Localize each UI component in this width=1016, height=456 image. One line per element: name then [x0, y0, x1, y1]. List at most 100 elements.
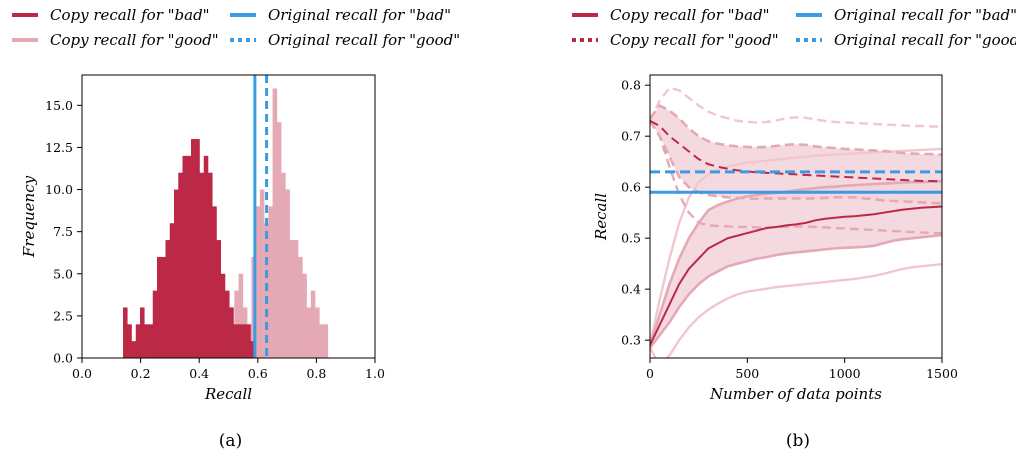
x-tick-label-b-2: 1000	[829, 366, 861, 381]
line-chart-frame	[649, 74, 943, 359]
y-axis-label-a: Frequency	[20, 175, 38, 258]
good-bar-15	[298, 256, 303, 358]
legend-label-a-3: Original recall for "good"	[268, 31, 460, 49]
good-bar-5	[255, 206, 261, 358]
y-tick-label-a-2: 5.0	[53, 266, 73, 281]
bad-bar-27	[237, 324, 243, 358]
bad-bar-8	[157, 256, 162, 358]
x-tick-label-a-0: 0.0	[72, 366, 92, 381]
legend-label-a-1: Copy recall for "good"	[50, 31, 219, 49]
bad-bar-5	[144, 324, 149, 358]
good-bar-19	[315, 307, 320, 358]
good-bar-13	[289, 240, 295, 358]
y-axis-label-b: Recall	[592, 193, 610, 241]
good-bar-14	[293, 240, 299, 358]
x-tick-label-a-5: 1.0	[365, 366, 385, 381]
bad-bar-20	[207, 172, 213, 358]
y-tick-label-b-3: 0.6	[621, 180, 641, 195]
x-tick-label-b-3: 1500	[926, 366, 958, 381]
bad-bar-0	[123, 307, 128, 358]
bad-bar-9	[161, 256, 166, 358]
bad-bar-2	[131, 341, 137, 358]
bad-bar-14	[182, 155, 188, 358]
series-line-band_upper-0	[650, 179, 942, 346]
y-tick-label-b-1: 0.4	[621, 282, 641, 297]
good-bar-8	[268, 206, 273, 358]
series-line-band_lower-0	[650, 233, 942, 349]
bad-bar-15	[186, 155, 192, 358]
x-tick-label-a-4: 0.8	[306, 366, 326, 381]
good-bar-6	[259, 189, 265, 358]
histogram-frame	[81, 74, 376, 359]
y-tick-label-a-3: 7.5	[53, 224, 73, 239]
x-tick-label-a-1: 0.2	[131, 366, 151, 381]
bad-bar-6	[148, 324, 154, 358]
line-chart-panel: 0 500 1000 1500 0.3 0.4 0.5 0.6 0.7 0.8 Number of …	[572, 6, 1016, 451]
bad-bar-28	[241, 324, 247, 358]
series-line-mean-1	[650, 120, 942, 183]
legend-label-a-0: Copy recall for "bad"	[50, 6, 210, 24]
x-axis-label-a: Recall	[204, 385, 252, 403]
bad-bar-7	[152, 290, 158, 358]
bad-bar-21	[212, 206, 217, 358]
x-tick-label-b-1: 500	[735, 366, 759, 381]
series-line-faint_dashed-0	[650, 86, 942, 128]
good-bar-12	[285, 189, 290, 358]
x-tick-label-b-0: 0	[646, 366, 654, 381]
bad-bar-12	[174, 189, 179, 358]
bad-bar-25	[229, 307, 234, 358]
bad-bar-16	[190, 139, 196, 358]
good-bar-9	[272, 88, 278, 358]
series-line-mean-0	[650, 205, 942, 346]
y-tick-label-b-5: 0.8	[621, 78, 641, 93]
bad-bar-1	[127, 324, 132, 358]
bad-bar-26	[233, 324, 239, 358]
series-line-faint-0	[650, 147, 942, 346]
good-bar-20	[319, 324, 324, 358]
bad-bar-11	[169, 223, 175, 358]
good-bar-17	[306, 307, 312, 358]
good-bar-21	[323, 324, 329, 358]
y-tick-label-a-4: 10.0	[45, 182, 73, 197]
legend-label-a-2: Original recall for "bad"	[268, 6, 451, 24]
y-tick-label-b-4: 0.7	[621, 129, 641, 144]
bad-bar-19	[203, 155, 209, 358]
bad-bar-24	[224, 290, 230, 358]
bad-bar-4	[140, 307, 145, 358]
bad-bar-13	[178, 172, 183, 358]
x-axis-label-b: Number of data points	[709, 385, 882, 403]
good-bar-10	[276, 122, 282, 359]
x-tick-label-a-3: 0.6	[248, 366, 268, 381]
bad-bar-17	[195, 139, 200, 358]
legend-label-b-0: Copy recall for "bad"	[610, 6, 770, 24]
panel-label-a: (a)	[219, 431, 242, 451]
y-tick-label-b-2: 0.5	[621, 231, 641, 246]
y-tick-label-a-5: 12.5	[45, 140, 73, 155]
histogram-panel: 0.0 0.2 0.4 0.6 0.8 1.0 0.0 2.5 5.0 7.5 10.0 12.5 15…	[12, 6, 460, 451]
good-bar-18	[310, 290, 316, 358]
y-tick-label-b-0: 0.3	[621, 333, 641, 348]
bad-bar-22	[216, 240, 222, 358]
bad-bar-3	[135, 324, 141, 358]
legend-label-b-2: Original recall for "bad"	[834, 6, 1016, 24]
legend-label-b-1: Copy recall for "good"	[610, 31, 779, 49]
good-bar-1	[238, 273, 244, 358]
y-tick-label-a-1: 2.5	[53, 308, 73, 323]
good-bar-11	[281, 172, 286, 358]
bad-bar-29	[246, 324, 251, 358]
good-confidence-band	[650, 105, 942, 204]
panel-label-b: (b)	[786, 431, 810, 451]
plot-area	[650, 86, 942, 358]
bad-bar-30	[250, 341, 256, 358]
bad-bar-18	[199, 172, 205, 358]
y-tick-label-a-6: 15.0	[45, 98, 73, 113]
legend-label-b-3: Original recall for "good"	[834, 31, 1016, 49]
bad-bar-23	[220, 273, 226, 358]
y-tick-label-a-0: 0.0	[53, 351, 73, 366]
x-tick-label-a-2: 0.4	[189, 366, 209, 381]
series-line-faint-1	[650, 262, 942, 358]
bad-confidence-band	[650, 181, 942, 348]
good-bar-16	[302, 273, 307, 358]
bad-bar-10	[165, 240, 171, 358]
